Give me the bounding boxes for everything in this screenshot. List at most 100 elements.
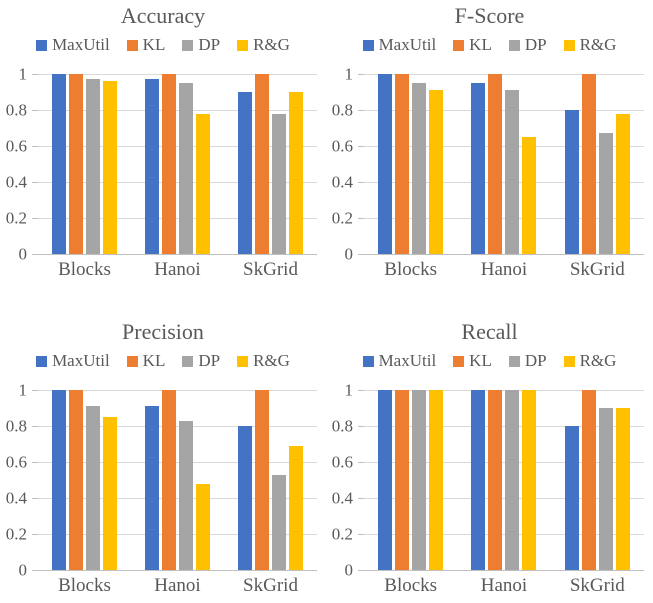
legend-label: R&G (253, 351, 290, 370)
y-tick-mark (32, 426, 38, 427)
y-axis: 1 0.8 0.6 0.4 0.2 0 (0, 382, 38, 579)
legend: MaxUtil KL DP R&G (0, 351, 326, 371)
y-tick-label: 0.6 (331, 452, 353, 472)
legend-item-kl: KL (126, 351, 165, 371)
y-tick-label: 0.8 (331, 100, 353, 120)
y-tick-label: 0.8 (331, 416, 353, 436)
y-tick-label: 0.2 (331, 208, 353, 228)
bar-kl-skgrid (255, 390, 269, 570)
legend-item-rg: R&G (563, 35, 616, 55)
bar-kl-blocks (69, 74, 83, 254)
bar-group-hanoi (131, 74, 224, 254)
legend-item-rg: R&G (237, 351, 290, 371)
y-tick-label: 1 (344, 64, 354, 84)
bar-rg-skgrid (289, 92, 303, 254)
bar-maxutil-skgrid (238, 92, 252, 254)
bar-group-blocks (38, 74, 131, 254)
bar-maxutil-hanoi (471, 390, 486, 570)
gridline (38, 146, 317, 147)
legend-swatch-dp (182, 39, 194, 51)
legend-label: R&G (253, 35, 290, 54)
bar-groups (38, 74, 317, 254)
bar-group-blocks (38, 390, 131, 570)
y-tick-mark (358, 110, 364, 111)
y-axis: 1 0.8 0.6 0.4 0.2 0 (0, 66, 38, 263)
chart-precision: Precision MaxUtil KL DP R&G 1 0.8 0.6 0.4 0.2 0 … (0, 300, 326, 603)
legend-swatch-rg (237, 355, 249, 367)
bar-maxutil-blocks (52, 390, 66, 570)
x-label-blocks: Blocks (384, 575, 438, 596)
plot-area (38, 390, 317, 571)
bar-groups (364, 390, 644, 570)
gridline (364, 182, 644, 183)
chart-title: Accuracy (120, 3, 206, 28)
bar-kl-skgrid (255, 74, 269, 254)
y-tick-label: 0.6 (331, 136, 353, 156)
bar-dp-hanoi (179, 420, 193, 570)
y-tick-label: 0.8 (5, 100, 27, 120)
plot-area (38, 74, 317, 255)
bar-rg-hanoi (196, 113, 210, 254)
plot-row: 1 0.8 0.6 0.4 0.2 0 (326, 66, 653, 263)
bar-kl-blocks (395, 390, 410, 570)
chart-title: F-Score (454, 3, 525, 28)
bar-maxutil-hanoi (145, 406, 159, 570)
bar-kl-blocks (395, 74, 410, 254)
bar-group-skgrid (224, 74, 317, 254)
y-tick-mark (358, 498, 364, 499)
bar-dp-blocks (86, 79, 100, 254)
x-label-hanoi: Hanoi (480, 259, 528, 280)
y-tick-mark (32, 390, 38, 391)
bar-rg-skgrid (289, 445, 303, 570)
x-label-hanoi: Hanoi (480, 575, 528, 596)
x-label-hanoi: Hanoi (154, 575, 201, 596)
y-tick-label: 1 (344, 380, 354, 400)
y-tick-mark (32, 462, 38, 463)
bar-maxutil-hanoi (471, 83, 486, 254)
x-label-skgrid: SkGrid (243, 259, 298, 280)
legend-swatch-maxutil (36, 355, 48, 367)
legend-label: KL (469, 35, 492, 54)
y-tick-mark (358, 390, 364, 391)
y-tick-mark (358, 570, 364, 571)
y-tick-mark (358, 426, 364, 427)
chart-fscore: F-Score MaxUtil KL DP R&G 1 0.8 0.6 0.4 0.2 0 Bl… (326, 0, 653, 300)
bar-dp-skgrid (272, 474, 286, 570)
legend-label: KL (142, 35, 166, 54)
y-tick-label: 0.6 (5, 136, 27, 156)
legend-label: MaxUtil (378, 351, 437, 370)
gridline (38, 426, 317, 427)
gridline (364, 426, 644, 427)
bar-maxutil-hanoi (145, 79, 159, 254)
legend-swatch-rg (237, 39, 249, 51)
gridline (364, 74, 644, 75)
legend-label: MaxUtil (52, 35, 110, 54)
y-tick-label: 0.4 (5, 172, 27, 192)
legend-label: R&G (579, 351, 617, 370)
y-tick-mark (32, 110, 38, 111)
bar-rg-skgrid (615, 113, 630, 254)
y-tick-label: 0.2 (331, 524, 353, 544)
y-tick-mark (358, 254, 364, 255)
legend-swatch-dp (182, 355, 194, 367)
bar-group-blocks (364, 390, 457, 570)
bar-groups (364, 74, 644, 254)
y-tick-label: 0.4 (5, 488, 27, 508)
x-axis-labels: Blocks Hanoi SkGrid (38, 259, 317, 281)
bar-kl-hanoi (488, 390, 503, 570)
legend-item-maxutil: MaxUtil (36, 35, 110, 55)
legend-swatch-dp (508, 355, 520, 367)
x-label-skgrid: SkGrid (243, 575, 298, 596)
legend-item-dp: DP (182, 35, 220, 55)
legend-label: KL (469, 351, 492, 370)
legend-item-kl: KL (126, 35, 166, 55)
legend-item-maxutil: MaxUtil (36, 351, 110, 371)
gridline (364, 218, 644, 219)
bar-kl-hanoi (162, 74, 176, 254)
y-tick-label: 0 (18, 244, 28, 264)
x-label-blocks: Blocks (58, 575, 111, 596)
bar-group-blocks (364, 74, 457, 254)
legend: MaxUtil KL DP R&G (326, 35, 653, 55)
plot-area (364, 390, 644, 571)
